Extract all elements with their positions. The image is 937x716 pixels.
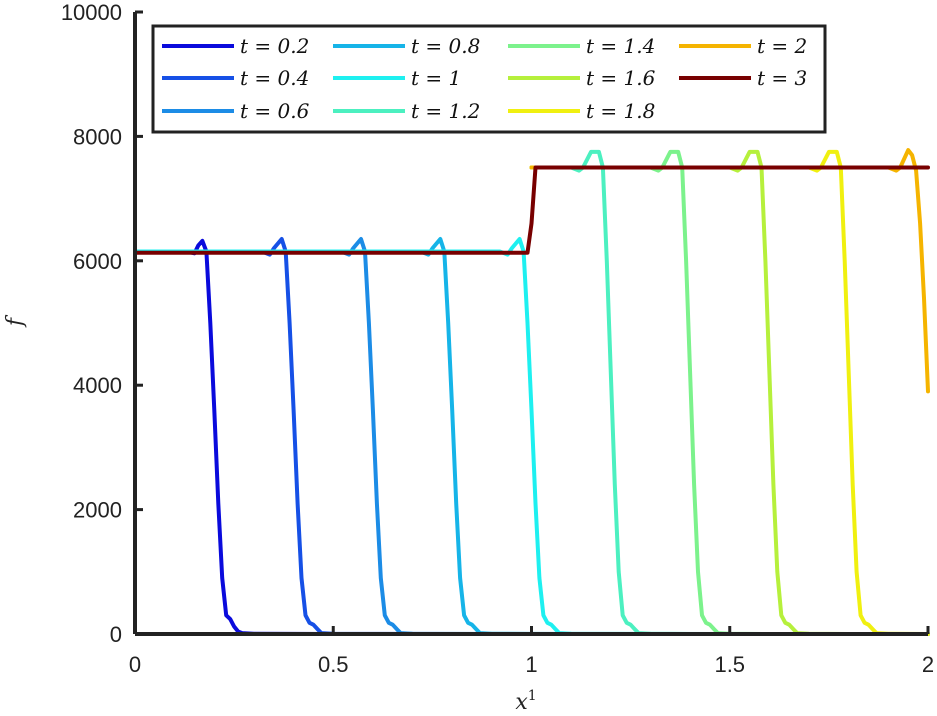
x-tick-label: 2 — [922, 652, 934, 677]
legend: t = 0.2 t = 0.4 t = 0.6 t = 0.8 t = 1 t = 1.2… — [151, 24, 827, 134]
y-tick-label: 8000 — [73, 124, 122, 149]
y-tick-label: 6000 — [73, 249, 122, 274]
ticks-layer: 0 0.5 1 1.5 2 0 2000 4000 6000 8000 10000 — [61, 0, 934, 677]
x-tick-label: 1 — [525, 652, 537, 677]
legend-label-0: t = 0.2 — [240, 34, 309, 58]
x-axis-label-base: x — [515, 690, 528, 715]
legend-label-9: t = 2 — [757, 34, 807, 58]
x-tick-label: 1.5 — [714, 652, 745, 677]
x-axis-label-superscript: 1 — [528, 688, 537, 704]
series-line-10 — [133, 165, 930, 255]
x-tick-label: 0 — [129, 652, 141, 677]
legend-label-6: t = 1.4 — [586, 34, 655, 58]
legend-label-10: t = 3 — [757, 66, 807, 90]
legend-label-4: t = 1 — [411, 66, 461, 90]
x-axis-label: x1 — [515, 688, 536, 715]
legend-label-5: t = 1.2 — [411, 99, 480, 123]
x-tick-label: 0.5 — [318, 652, 349, 677]
legend-label-2: t = 0.6 — [240, 99, 310, 123]
y-tick-label: 2000 — [73, 498, 122, 523]
legend-label-3: t = 0.8 — [411, 34, 480, 58]
y-tick-label: 0 — [110, 622, 122, 647]
legend-label-7: t = 1.6 — [586, 66, 656, 90]
y-tick-label: 10000 — [61, 0, 122, 25]
legend-label-8: t = 1.8 — [586, 99, 655, 123]
y-tick-label: 4000 — [73, 373, 122, 398]
series-layer — [133, 148, 930, 636]
legend-label-1: t = 0.4 — [240, 66, 309, 90]
